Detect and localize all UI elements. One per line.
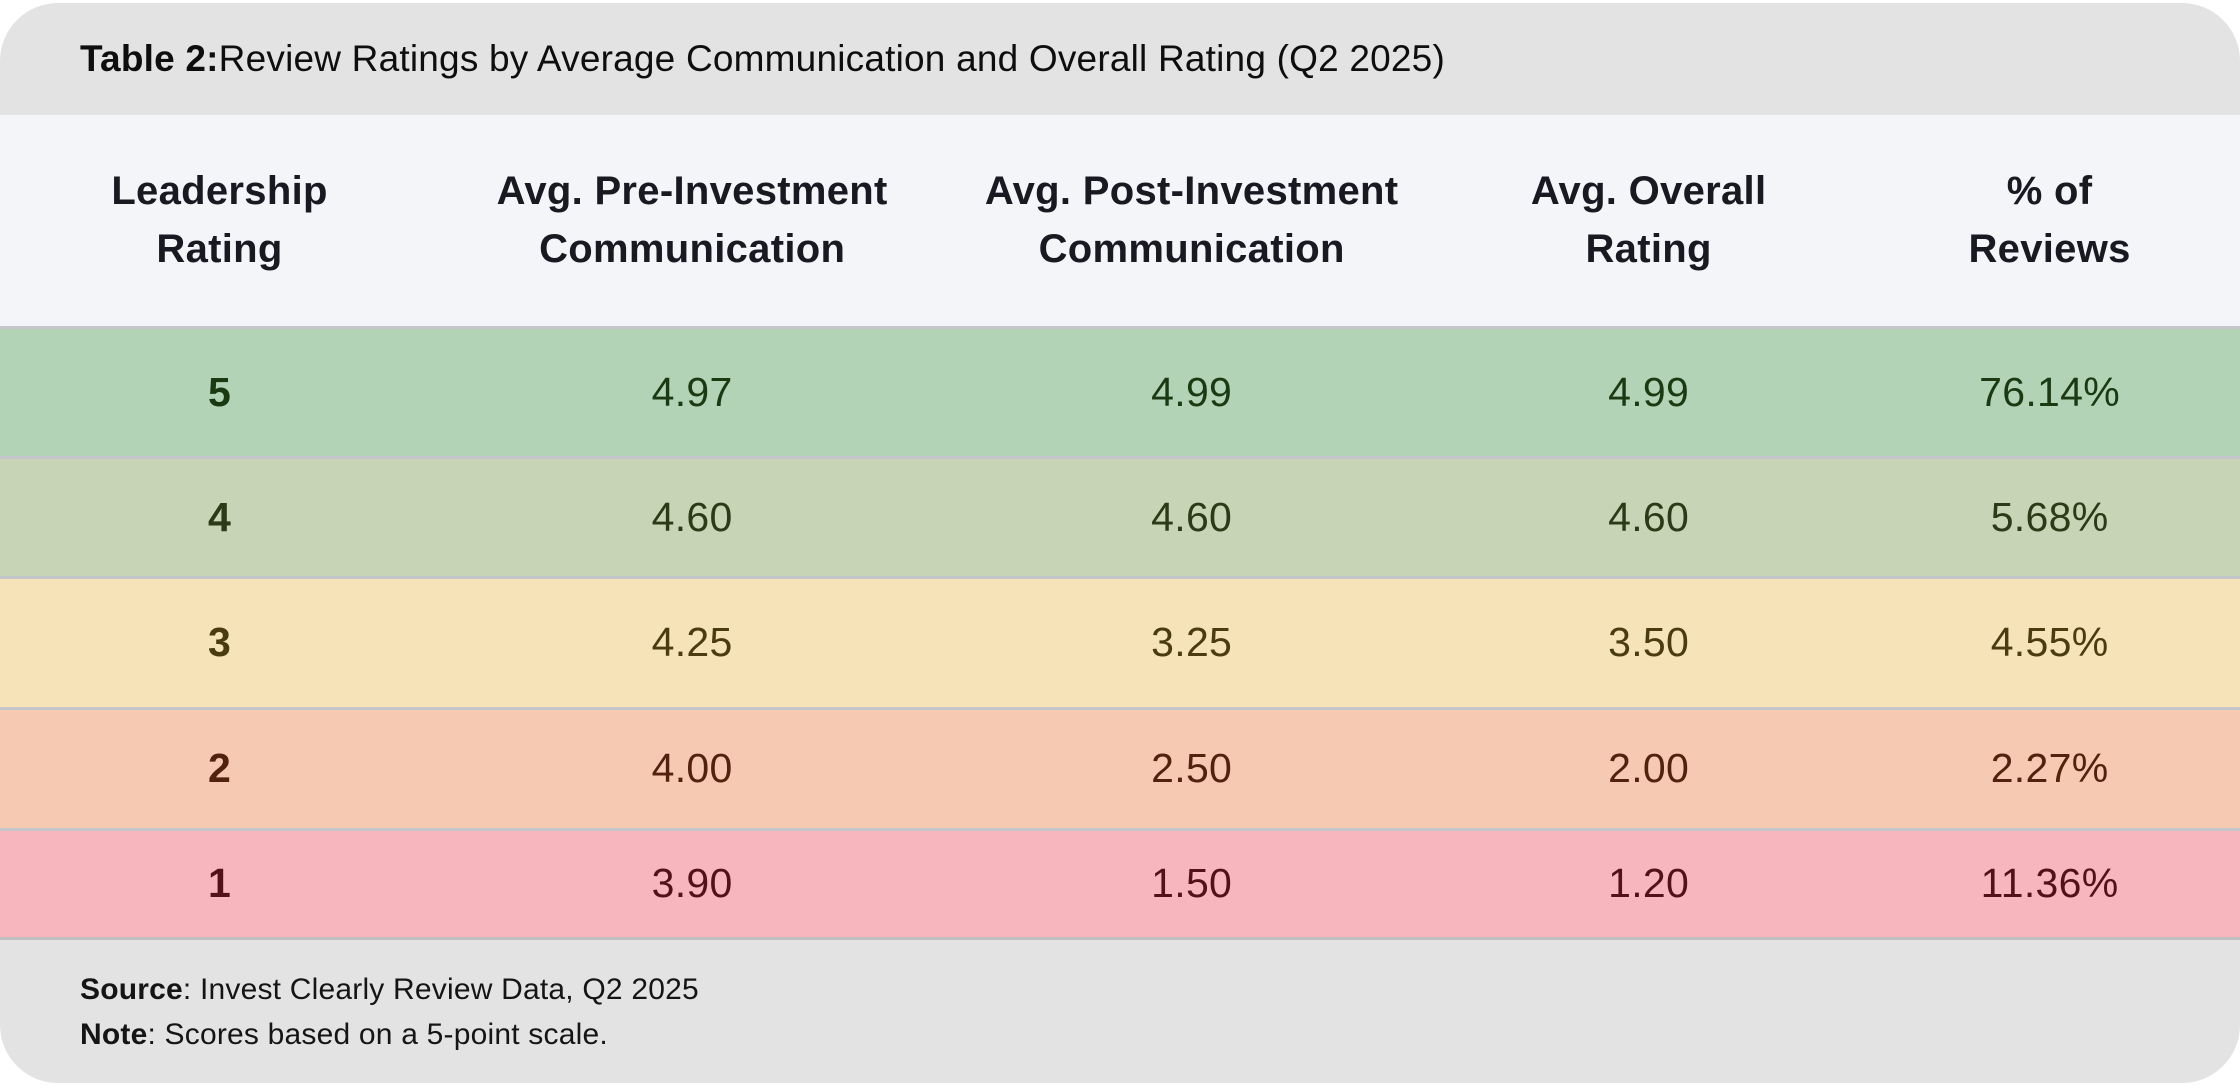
cell-post-investment-communication: 3.25 xyxy=(1151,619,1233,665)
cell-post-investment-communication: 2.50 xyxy=(1151,745,1233,791)
col-header-percent-of-reviews: % of Reviews xyxy=(1968,169,2131,272)
table-row-rating-3: 3 4.25 3.25 3.50 4.55% xyxy=(0,577,2240,708)
cell-pre-investment-communication: 3.90 xyxy=(651,860,733,907)
cell-pre-investment-communication: 4.00 xyxy=(651,745,733,791)
table-title-label: Table 2: xyxy=(80,38,219,79)
table-row-rating-4: 4 4.60 4.60 4.60 5.68% xyxy=(0,457,2240,577)
cell-leadership-rating: 3 xyxy=(207,619,232,665)
table-title-bar: Table 2: Review Ratings by Average Commu… xyxy=(0,3,2240,115)
cell-overall-rating: 2.00 xyxy=(1608,745,1690,791)
cell-leadership-rating: 4 xyxy=(207,493,232,540)
table-header: Leadership Rating Avg. Pre-Investment Comm… xyxy=(0,115,2240,327)
cell-post-investment-communication: 4.99 xyxy=(1151,368,1233,415)
cell-overall-rating: 4.60 xyxy=(1608,493,1690,540)
col-header-leadership-rating: Leadership Rating xyxy=(111,169,328,272)
col-header-pre-investment-communication: Avg. Pre-Investment Communication xyxy=(496,169,888,272)
note-label: Note xyxy=(80,1017,148,1051)
source-label: Source xyxy=(80,972,183,1006)
note-line: Note: Scores based on a 5-point scale. xyxy=(80,1012,2160,1057)
cell-percent-of-reviews: 11.36% xyxy=(1980,860,2119,907)
cell-pre-investment-communication: 4.97 xyxy=(651,368,733,415)
cell-leadership-rating: 2 xyxy=(207,745,232,791)
cell-leadership-rating: 5 xyxy=(207,368,232,415)
cell-percent-of-reviews: 4.55% xyxy=(1990,619,2109,665)
table-body: 5 4.97 4.99 4.99 76.14% 4 4.60 4.60 4.60… xyxy=(0,327,2240,937)
col-header-overall-rating: Avg. Overall Rating xyxy=(1530,169,1767,272)
cell-leadership-rating: 1 xyxy=(207,860,232,907)
table-title-text: Review Ratings by Average Communication … xyxy=(218,38,1445,79)
cell-post-investment-communication: 1.50 xyxy=(1151,860,1233,907)
cell-pre-investment-communication: 4.60 xyxy=(651,493,733,540)
table-row-rating-2: 2 4.00 2.50 2.00 2.27% xyxy=(0,708,2240,829)
col-header-post-investment-communication: Avg. Post-Investment Communication xyxy=(984,169,1399,272)
ratings-table: Leadership Rating Avg. Pre-Investment Comm… xyxy=(0,115,2240,937)
table-card: Table 2: Review Ratings by Average Commu… xyxy=(0,3,2240,1083)
cell-post-investment-communication: 4.60 xyxy=(1151,493,1233,540)
table-footer: Source: Invest Clearly Review Data, Q2 2… xyxy=(0,937,2240,1083)
source-text: : Invest Clearly Review Data, Q2 2025 xyxy=(182,972,699,1006)
table-row-rating-5: 5 4.97 4.99 4.99 76.14% xyxy=(0,327,2240,457)
cell-percent-of-reviews: 2.27% xyxy=(1990,745,2109,791)
cell-pre-investment-communication: 4.25 xyxy=(651,619,733,665)
cell-overall-rating: 4.99 xyxy=(1608,368,1690,415)
cell-overall-rating: 1.20 xyxy=(1608,860,1690,907)
table-row-rating-1: 1 3.90 1.50 1.20 11.36% xyxy=(0,829,2240,937)
cell-overall-rating: 3.50 xyxy=(1608,619,1690,665)
cell-percent-of-reviews: 5.68% xyxy=(1990,493,2109,540)
source-line: Source: Invest Clearly Review Data, Q2 2… xyxy=(80,967,2160,1012)
cell-percent-of-reviews: 76.14% xyxy=(1979,368,2121,415)
note-text: : Scores based on a 5-point scale. xyxy=(147,1017,608,1051)
header-row: Leadership Rating Avg. Pre-Investment Comm… xyxy=(0,115,2240,327)
